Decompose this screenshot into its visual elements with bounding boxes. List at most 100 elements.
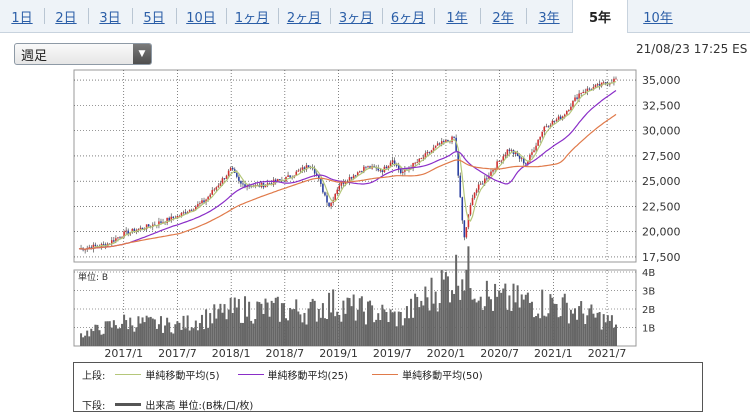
candle bbox=[211, 190, 214, 195]
volume-bar bbox=[291, 309, 294, 346]
volume-bar bbox=[231, 313, 234, 346]
candle bbox=[461, 197, 464, 221]
candle bbox=[602, 82, 605, 84]
candle bbox=[502, 156, 505, 161]
volume-bar bbox=[590, 304, 593, 346]
volume-bar bbox=[510, 310, 513, 346]
price-plot-area bbox=[73, 69, 637, 263]
volume-bar bbox=[467, 246, 470, 346]
candle bbox=[525, 163, 527, 165]
y-tick-label: 25,000 bbox=[642, 175, 681, 188]
volume-bar bbox=[530, 301, 533, 346]
volume-bar bbox=[557, 317, 560, 346]
volume-bar bbox=[207, 327, 210, 346]
candle bbox=[369, 166, 371, 169]
volume-bar bbox=[262, 313, 265, 346]
candle bbox=[266, 183, 269, 185]
candle bbox=[518, 155, 521, 159]
candle bbox=[180, 212, 183, 216]
volume-bar bbox=[287, 320, 290, 346]
volume-bar bbox=[268, 316, 271, 346]
volume-bar bbox=[451, 290, 454, 346]
volume-bar bbox=[574, 308, 577, 346]
volume-bar bbox=[137, 316, 140, 346]
volume-tick-label: 4B bbox=[642, 268, 655, 279]
candle bbox=[137, 229, 140, 231]
tab-3年[interactable]: 3年 bbox=[538, 10, 560, 26]
candle bbox=[570, 106, 572, 110]
volume-bar bbox=[576, 319, 579, 346]
volume-bar bbox=[123, 314, 126, 346]
candle bbox=[430, 150, 433, 153]
volume-bar bbox=[295, 299, 298, 346]
volume-bar bbox=[250, 320, 253, 346]
volume-bar bbox=[395, 326, 398, 346]
candle bbox=[393, 160, 396, 166]
candle bbox=[563, 114, 566, 117]
candle bbox=[432, 147, 435, 151]
tab-10日[interactable]: 10日 bbox=[186, 10, 216, 26]
x-tick-label: 2017/7 bbox=[158, 347, 197, 360]
tab-2日[interactable]: 2日 bbox=[55, 10, 77, 26]
volume-bar bbox=[469, 288, 472, 346]
volume-bar bbox=[606, 315, 609, 346]
candle bbox=[313, 168, 316, 174]
tab-2年[interactable]: 2年 bbox=[492, 10, 514, 26]
candle bbox=[131, 228, 134, 233]
tab-6ヶ月[interactable]: 6ヶ月 bbox=[390, 10, 426, 26]
candle bbox=[221, 178, 224, 184]
volume-bar bbox=[209, 313, 212, 346]
volume-bar bbox=[588, 308, 591, 346]
candle bbox=[352, 175, 355, 179]
tab-10年[interactable]: 10年 bbox=[643, 10, 673, 26]
tab-5日[interactable]: 5日 bbox=[143, 10, 165, 26]
volume-bar bbox=[98, 330, 101, 346]
tab-2ヶ月[interactable]: 2ヶ月 bbox=[286, 10, 322, 26]
candle bbox=[395, 165, 398, 166]
candle bbox=[289, 175, 291, 178]
candle bbox=[566, 110, 568, 115]
tab-1年[interactable]: 1年 bbox=[446, 10, 468, 26]
candle bbox=[297, 170, 300, 172]
volume-bar bbox=[241, 322, 244, 346]
volume-bar bbox=[584, 324, 587, 346]
tab-1日[interactable]: 1日 bbox=[11, 10, 33, 26]
candle bbox=[484, 178, 486, 184]
candle bbox=[367, 166, 369, 168]
volume-bar bbox=[246, 316, 249, 346]
candle bbox=[363, 166, 365, 172]
tab-separator bbox=[278, 8, 279, 24]
tab-1ヶ月[interactable]: 1ヶ月 bbox=[234, 10, 270, 26]
candle bbox=[613, 78, 615, 83]
candle bbox=[225, 175, 228, 179]
tab-3ヶ月[interactable]: 3ヶ月 bbox=[338, 10, 374, 26]
tab-5年[interactable]: 5年 bbox=[572, 0, 628, 33]
candle bbox=[125, 230, 127, 232]
candle bbox=[537, 139, 539, 146]
candle bbox=[615, 78, 617, 80]
volume-bar bbox=[342, 300, 345, 346]
candle bbox=[572, 100, 574, 107]
candle bbox=[424, 153, 427, 158]
candle bbox=[443, 141, 445, 143]
volume-bar bbox=[356, 309, 359, 346]
period-select-value: 週足 bbox=[21, 48, 48, 64]
volume-bar bbox=[522, 299, 525, 346]
volume-bar bbox=[528, 302, 531, 346]
candle bbox=[498, 160, 500, 162]
chevron-down-icon[interactable]: ▼ bbox=[133, 44, 151, 64]
tab-3日[interactable]: 3日 bbox=[99, 10, 121, 26]
volume-bar bbox=[600, 329, 603, 346]
volume-bar bbox=[332, 289, 335, 346]
y-tick-label: 32,500 bbox=[642, 99, 681, 112]
x-tick-label: 2019/1 bbox=[319, 347, 358, 360]
candle bbox=[274, 179, 277, 182]
period-select[interactable]: 週足 ▼ bbox=[14, 43, 152, 65]
volume-bar bbox=[582, 313, 585, 346]
volume-bar bbox=[258, 302, 261, 346]
legend-ma25: 単純移動平均(25) bbox=[267, 371, 349, 382]
x-tick-label: 2018/7 bbox=[265, 347, 304, 360]
volume-bar bbox=[270, 300, 273, 346]
candle bbox=[479, 183, 482, 185]
volume-bar bbox=[280, 303, 283, 346]
